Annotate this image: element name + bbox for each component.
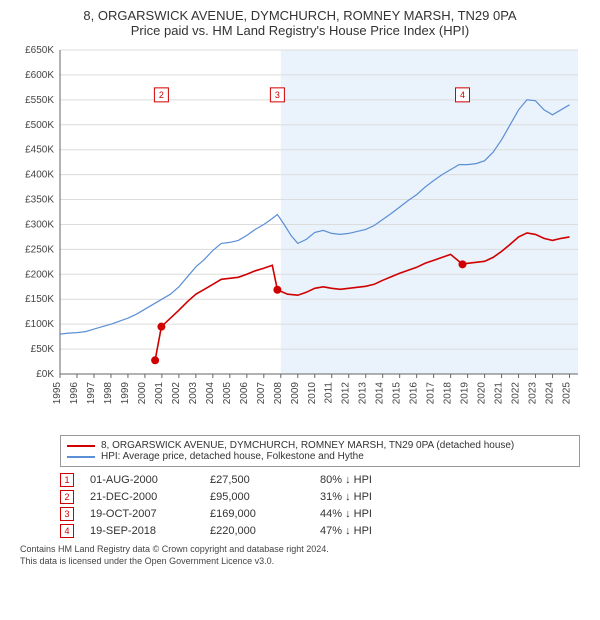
legend-label: HPI: Average price, detached house, Folk…: [101, 451, 364, 462]
svg-text:£150K: £150K: [25, 294, 54, 305]
svg-text:2025: 2025: [562, 382, 573, 405]
transaction-date: 21-DEC-2000: [90, 491, 210, 503]
transaction-date: 19-SEP-2018: [90, 525, 210, 537]
svg-text:2013: 2013: [358, 382, 369, 405]
chart-area: £0K £50K £100K £150K £200K £250K £300K £350K £40…: [10, 44, 590, 429]
title-line-2: Price paid vs. HM Land Registry's House …: [10, 23, 590, 38]
title-line-1: 8, ORGARSWICK AVENUE, DYMCHURCH, ROMNEY …: [10, 8, 590, 23]
line-chart: £0K £50K £100K £150K £200K £250K £300K £350K £40…: [10, 44, 590, 424]
transaction-price: £95,000: [210, 491, 320, 503]
svg-text:2014: 2014: [375, 382, 386, 405]
svg-text:£450K: £450K: [25, 145, 54, 156]
transaction-row: 1 01-AUG-2000£27,50080% ↓ HPI: [60, 473, 580, 487]
transaction-pct: 44% ↓ HPI: [320, 508, 390, 520]
footer: Contains HM Land Registry data © Crown c…: [20, 544, 580, 567]
svg-text:1995: 1995: [52, 382, 63, 405]
transaction-price: £27,500: [210, 474, 320, 486]
svg-text:£400K: £400K: [25, 170, 54, 181]
svg-text:2012: 2012: [341, 382, 352, 405]
svg-text:£200K: £200K: [25, 269, 54, 280]
svg-text:1998: 1998: [103, 382, 114, 405]
svg-text:3: 3: [275, 90, 280, 100]
legend: 8, ORGARSWICK AVENUE, DYMCHURCH, ROMNEY …: [60, 435, 580, 467]
transaction-pct: 31% ↓ HPI: [320, 491, 390, 503]
svg-text:2024: 2024: [545, 382, 556, 405]
svg-text:£300K: £300K: [25, 219, 54, 230]
svg-text:2022: 2022: [511, 382, 522, 405]
svg-text:£600K: £600K: [25, 70, 54, 81]
svg-text:2002: 2002: [171, 382, 182, 405]
svg-text:£100K: £100K: [25, 319, 54, 330]
svg-text:2008: 2008: [273, 382, 284, 405]
svg-text:2003: 2003: [188, 382, 199, 405]
transaction-pct: 47% ↓ HPI: [320, 525, 390, 537]
svg-text:2005: 2005: [222, 382, 233, 405]
svg-text:2006: 2006: [239, 382, 250, 405]
svg-text:£350K: £350K: [25, 195, 54, 206]
svg-text:2015: 2015: [392, 382, 403, 405]
svg-text:£650K: £650K: [25, 45, 54, 56]
transaction-table: 1 01-AUG-2000£27,50080% ↓ HPI 2 21-DEC-2000…: [60, 473, 580, 538]
transaction-date: 19-OCT-2007: [90, 508, 210, 520]
svg-text:1999: 1999: [120, 382, 131, 405]
svg-text:2010: 2010: [307, 382, 318, 405]
svg-text:2009: 2009: [290, 382, 301, 405]
svg-text:2007: 2007: [256, 382, 267, 405]
legend-swatch: [67, 456, 95, 458]
transaction-marker-box: 4: [60, 524, 74, 538]
svg-text:£550K: £550K: [25, 95, 54, 106]
svg-text:2023: 2023: [528, 382, 539, 405]
footer-line-2: This data is licensed under the Open Gov…: [20, 556, 580, 568]
svg-text:2: 2: [159, 90, 164, 100]
transaction-marker-box: 1: [60, 473, 74, 487]
legend-row: HPI: Average price, detached house, Folk…: [67, 451, 573, 462]
transaction-row: 4 19-SEP-2018£220,00047% ↓ HPI: [60, 524, 580, 538]
svg-text:2001: 2001: [154, 382, 165, 405]
transaction-price: £220,000: [210, 525, 320, 537]
transaction-row: 3 19-OCT-2007£169,00044% ↓ HPI: [60, 507, 580, 521]
legend-swatch: [67, 445, 95, 447]
footer-line-1: Contains HM Land Registry data © Crown c…: [20, 544, 580, 556]
svg-text:2000: 2000: [137, 382, 148, 405]
transaction-marker-box: 3: [60, 507, 74, 521]
svg-text:£250K: £250K: [25, 244, 54, 255]
legend-row: 8, ORGARSWICK AVENUE, DYMCHURCH, ROMNEY …: [67, 440, 573, 451]
transaction-marker-box: 2: [60, 490, 74, 504]
transaction-price: £169,000: [210, 508, 320, 520]
svg-text:2017: 2017: [426, 382, 437, 405]
transaction-row: 2 21-DEC-2000£95,00031% ↓ HPI: [60, 490, 580, 504]
svg-text:2011: 2011: [324, 382, 335, 404]
svg-text:1997: 1997: [86, 382, 97, 405]
svg-text:2016: 2016: [409, 382, 420, 405]
svg-text:2019: 2019: [460, 382, 471, 405]
svg-text:£0K: £0K: [36, 369, 54, 380]
svg-text:4: 4: [460, 90, 465, 100]
transaction-date: 01-AUG-2000: [90, 474, 210, 486]
legend-label: 8, ORGARSWICK AVENUE, DYMCHURCH, ROMNEY …: [101, 440, 514, 451]
svg-text:2004: 2004: [205, 382, 216, 405]
svg-text:£50K: £50K: [31, 344, 55, 355]
svg-text:2018: 2018: [443, 382, 454, 405]
transaction-pct: 80% ↓ HPI: [320, 474, 390, 486]
svg-text:2020: 2020: [477, 382, 488, 405]
svg-text:2021: 2021: [494, 382, 505, 405]
svg-text:£500K: £500K: [25, 120, 54, 131]
svg-text:1996: 1996: [69, 382, 80, 405]
